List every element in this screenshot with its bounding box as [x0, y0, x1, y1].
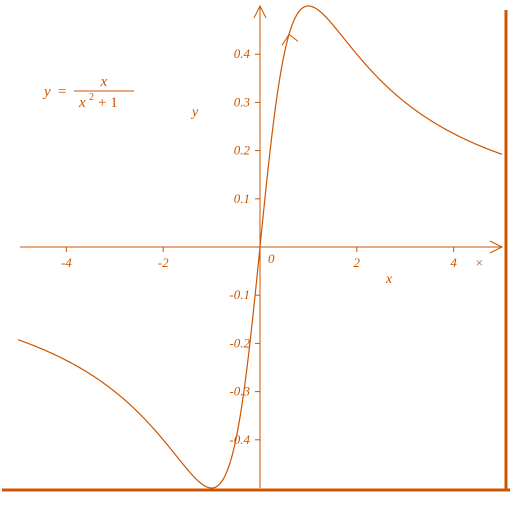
y-tick-label: 0.3	[234, 94, 251, 109]
y-tick-label: -0.2	[229, 335, 250, 350]
x-tick-label: 2	[354, 255, 361, 270]
y-tick-label: -0.1	[229, 287, 250, 302]
svg-text:+ 1: + 1	[98, 95, 118, 111]
formula: y = xx2 + 1	[42, 74, 134, 111]
function-plot: -4 -2 2 4 0.1 0.2 0.3 0.4 -0.1 -0.2 -0.3 -0.4 0 x y × y =…	[0, 0, 512, 505]
svg-text:=: =	[58, 84, 66, 100]
svg-text:y: y	[42, 84, 51, 100]
x-axis-label: x	[385, 272, 393, 287]
curve-direction-arrow	[282, 34, 298, 45]
y-axis-label: y	[190, 105, 199, 120]
y-tick-label: 0.2	[234, 143, 251, 158]
y-tick-label: -0.4	[229, 432, 250, 447]
svg-text:x: x	[78, 95, 86, 111]
x-tick-label: -4	[61, 255, 72, 270]
svg-text:x: x	[100, 74, 108, 90]
y-tick-label: 0.1	[234, 191, 250, 206]
x-tick-label: -2	[158, 255, 169, 270]
y-tick-label: 0.4	[234, 46, 251, 61]
origin-label: 0	[268, 251, 275, 266]
x-tick-label: 4	[450, 255, 457, 270]
y-tick-label: -0.3	[229, 384, 250, 399]
x-suffix-symbol: ×	[476, 255, 483, 270]
svg-text:2: 2	[89, 92, 94, 103]
